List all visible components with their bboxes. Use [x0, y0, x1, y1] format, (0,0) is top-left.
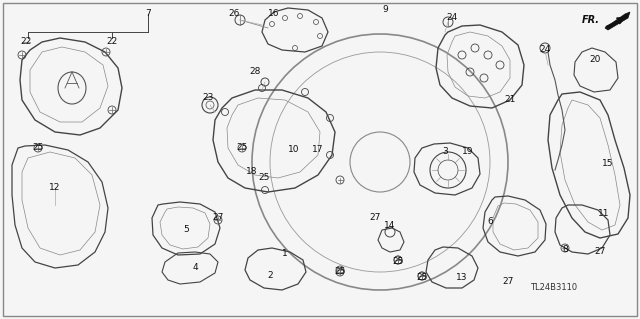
Text: 25: 25 — [416, 273, 428, 283]
Text: 25: 25 — [334, 268, 346, 277]
Text: 17: 17 — [312, 145, 324, 154]
Text: 25: 25 — [32, 144, 44, 152]
Text: 22: 22 — [20, 38, 31, 47]
Text: 11: 11 — [598, 210, 610, 219]
Text: 9: 9 — [382, 5, 388, 14]
Text: 28: 28 — [250, 68, 260, 77]
Text: 25: 25 — [259, 174, 269, 182]
Text: 2: 2 — [267, 271, 273, 280]
Text: 5: 5 — [183, 226, 189, 234]
Text: 8: 8 — [562, 246, 568, 255]
Text: 25: 25 — [392, 257, 404, 266]
Text: 6: 6 — [487, 218, 493, 226]
Text: 10: 10 — [288, 145, 300, 154]
Text: 3: 3 — [442, 147, 448, 157]
Text: 14: 14 — [384, 221, 396, 231]
Text: TL24B3110: TL24B3110 — [530, 284, 577, 293]
Text: 16: 16 — [268, 10, 280, 19]
Text: 27: 27 — [502, 278, 514, 286]
Text: 27: 27 — [369, 213, 381, 222]
Text: 27: 27 — [595, 248, 605, 256]
Text: 26: 26 — [228, 10, 240, 19]
Text: 24: 24 — [446, 13, 458, 23]
Text: 1: 1 — [282, 249, 288, 258]
Text: 21: 21 — [504, 95, 516, 105]
Text: 27: 27 — [212, 213, 224, 222]
Text: 7: 7 — [145, 10, 151, 19]
Polygon shape — [605, 12, 630, 30]
Text: 15: 15 — [602, 160, 614, 168]
Text: 18: 18 — [246, 167, 258, 176]
Text: 20: 20 — [589, 56, 601, 64]
Text: 24: 24 — [540, 46, 550, 55]
Text: 13: 13 — [456, 273, 468, 283]
Text: 19: 19 — [462, 147, 474, 157]
Text: 23: 23 — [202, 93, 214, 102]
Text: 22: 22 — [106, 38, 118, 47]
Text: 4: 4 — [192, 263, 198, 272]
Text: 12: 12 — [49, 183, 61, 192]
Text: FR.: FR. — [582, 15, 600, 25]
Text: 25: 25 — [236, 144, 248, 152]
